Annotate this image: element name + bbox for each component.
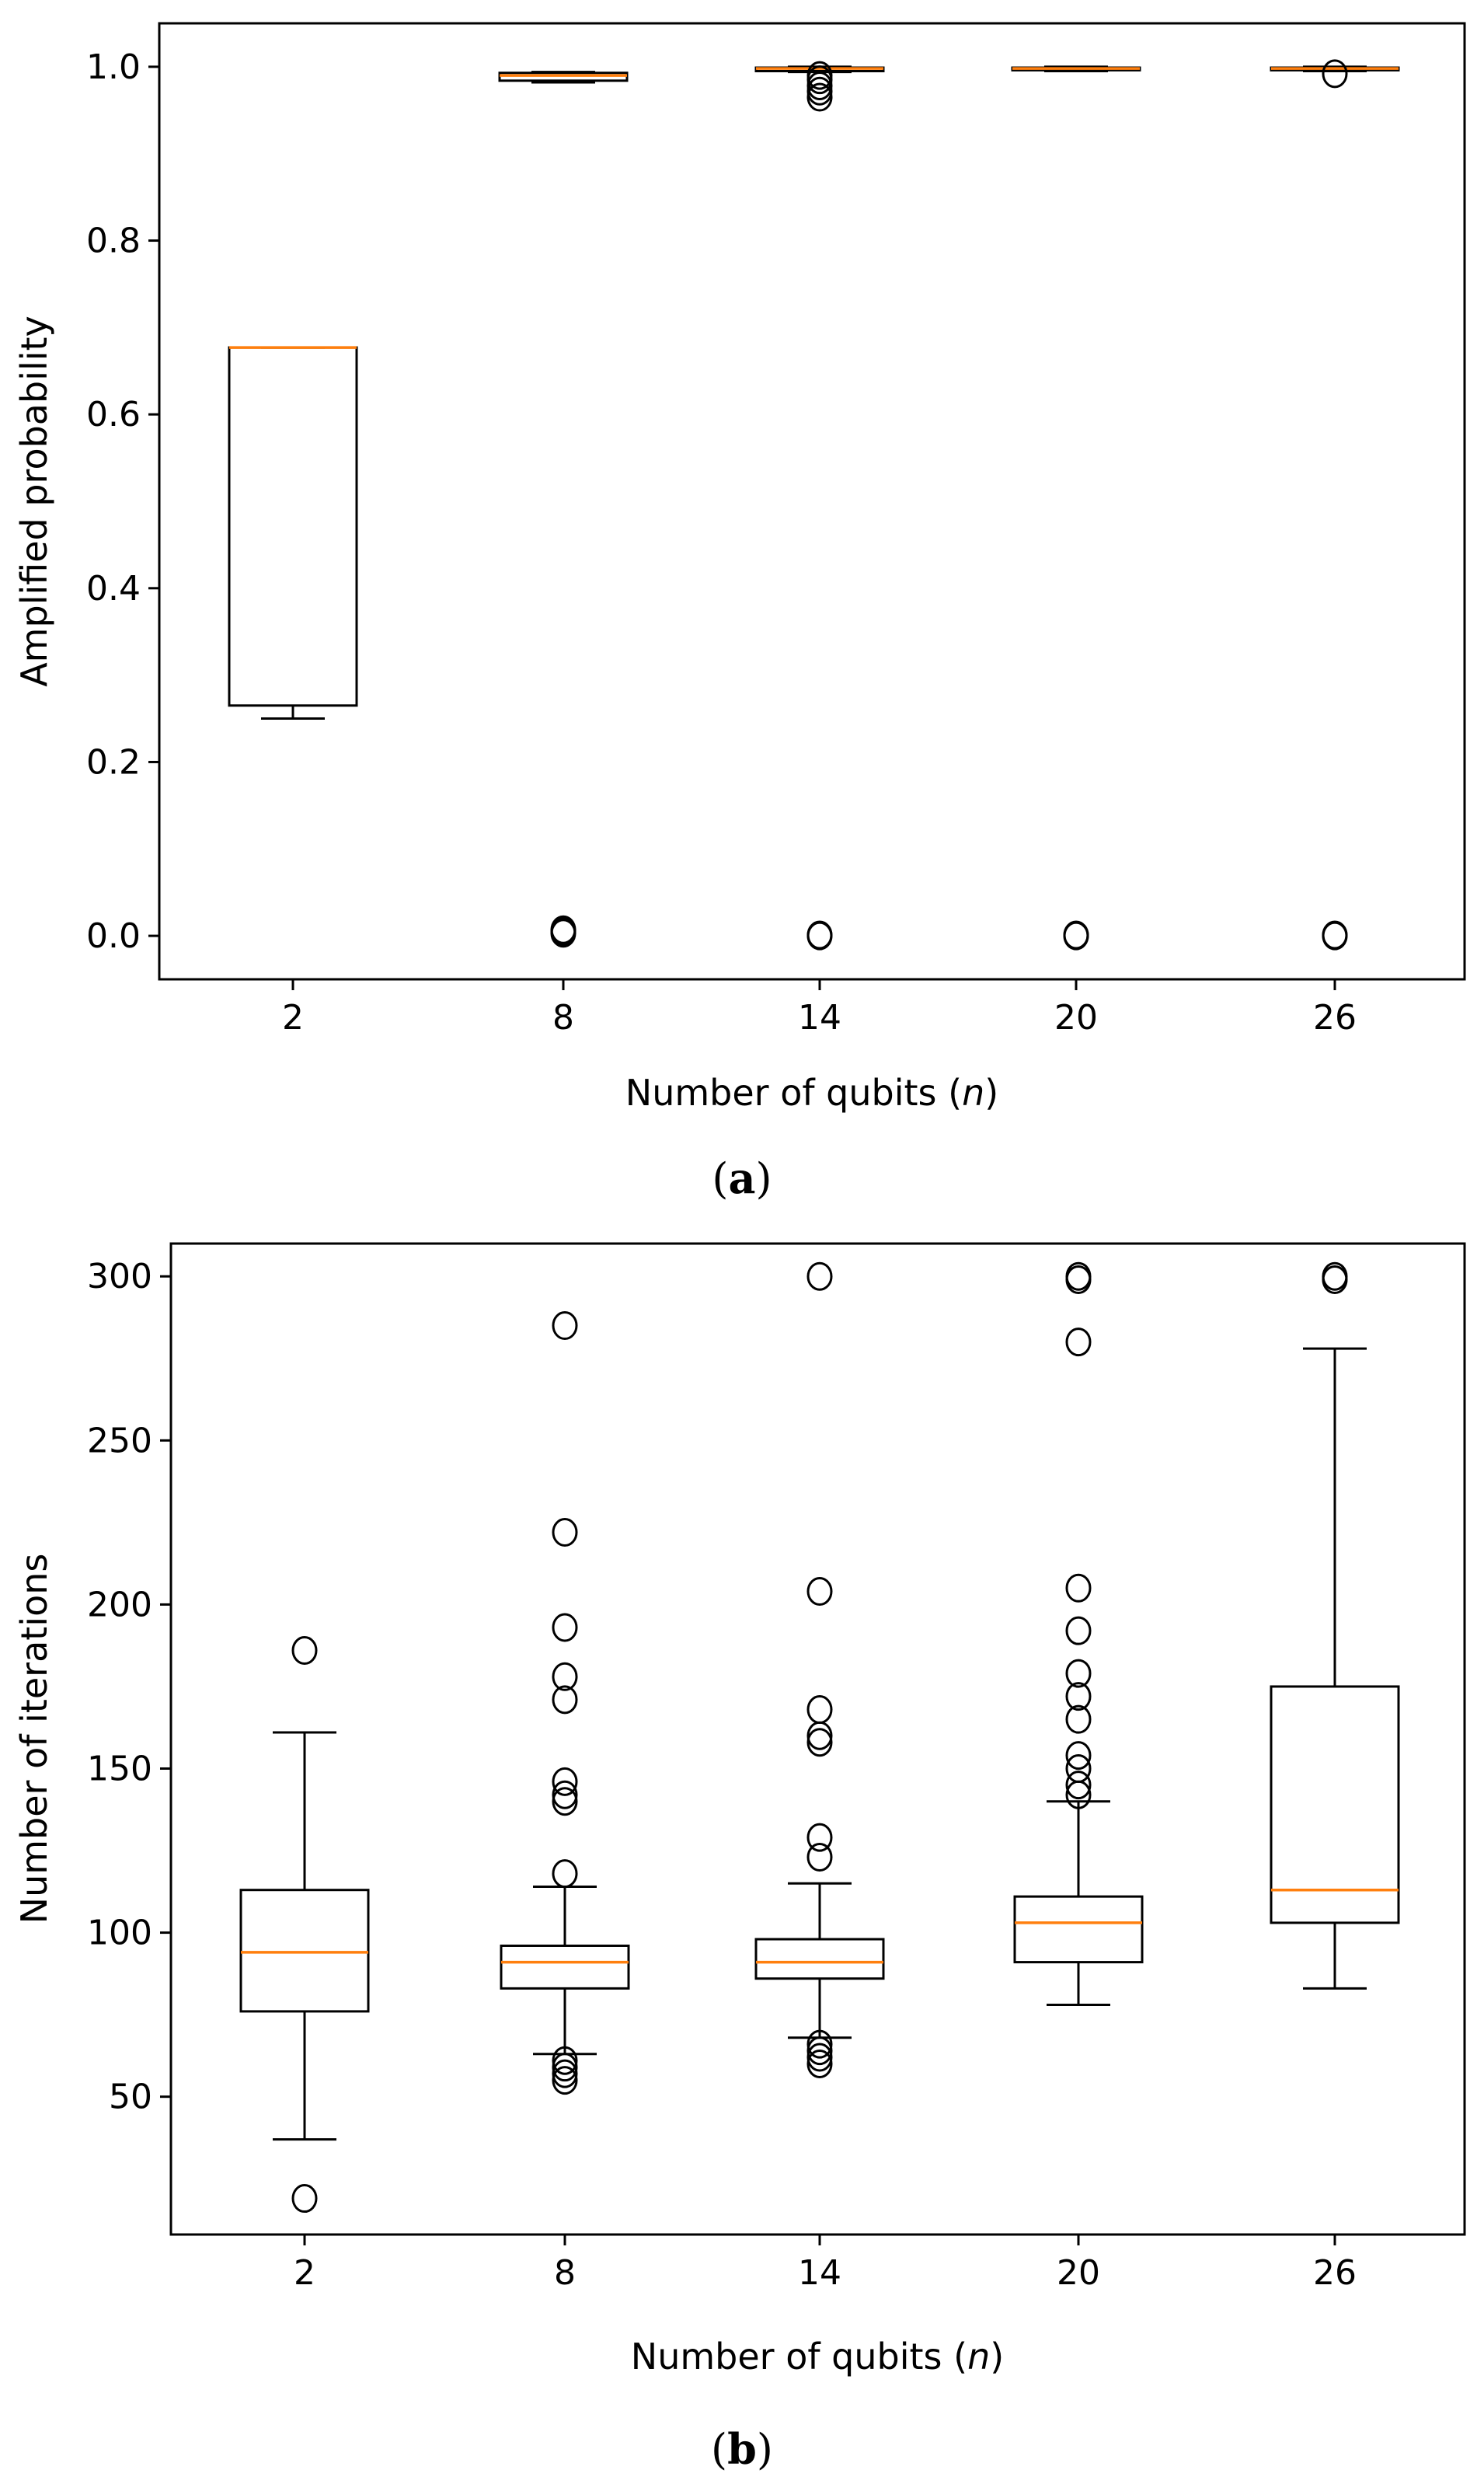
x-axis-label-a: Number of qubits (n)	[625, 1072, 998, 1114]
x-tick-label-a: 20	[1054, 998, 1098, 1038]
outlier-point	[806, 2043, 833, 2072]
outlier-point	[1065, 1771, 1092, 1800]
outlier-point	[806, 1577, 833, 1607]
x-tick-label-b: 8	[554, 2253, 576, 2293]
outlier-point	[552, 1859, 578, 1889]
box-iqr	[1270, 1685, 1400, 1924]
outlier-point	[1065, 1573, 1092, 1603]
outlier-point	[1322, 920, 1348, 950]
y-tick-label-a: 0.0	[86, 916, 141, 956]
outlier-point	[552, 2053, 578, 2082]
boxes-b	[239, 1261, 1400, 2214]
outlier-point	[552, 1767, 578, 1796]
y-tick-label-a: 0.8	[86, 222, 141, 261]
outlier-point	[806, 1823, 833, 1852]
plot-area-b	[169, 1242, 1466, 2236]
outlier-point	[552, 1518, 578, 1547]
outlier-point	[1065, 1659, 1092, 1688]
y-tick-label-b: 50	[109, 2078, 152, 2117]
box-iqr	[1013, 1895, 1144, 1964]
box-a-n8	[498, 71, 629, 948]
x-tick-label-b: 2	[294, 2253, 315, 2293]
outlier-point	[806, 61, 833, 90]
y-tick-label-b: 300	[87, 1257, 152, 1296]
outlier-point	[552, 1613, 578, 1642]
outlier-point	[552, 2059, 578, 2088]
y-axis-a: 0.0 0.2 0.4 0.6 0.8 1.0	[86, 47, 159, 956]
y-tick-label-a: 0.4	[86, 569, 141, 609]
x-axis-label-b: Number of qubits (n)	[631, 2336, 1004, 2378]
outlier-point	[291, 1636, 318, 1666]
outlier-point	[1065, 1327, 1092, 1357]
y-tick-label-b: 100	[87, 1914, 152, 1953]
box-iqr	[239, 1889, 370, 2013]
outlier-point	[552, 1662, 578, 1691]
outlier-point	[1065, 1741, 1092, 1771]
y-axis-b: 50 100 150 200 250 300	[87, 1257, 171, 2117]
outlier-point	[552, 2046, 578, 2075]
y-tick-label-b: 250	[87, 1421, 152, 1460]
boxes-a	[228, 59, 1400, 951]
box-a-n26	[1270, 59, 1400, 951]
panel-b: 50 100 150 200 250 300 2 8 14 20 26 Number of ite…	[13, 1242, 1466, 2474]
panel-a: 0.0 0.2 0.4 0.6 0.8 1.0 2 8 14 20 26 Amplified pr…	[13, 22, 1466, 1203]
box-a-n2	[228, 346, 358, 720]
outlier-point	[806, 1261, 833, 1291]
x-axis-b: 2 8 14 20 26	[294, 2235, 1357, 2293]
outlier-point	[550, 915, 577, 944]
outlier-point	[806, 2036, 833, 2066]
outlier-point	[552, 1311, 578, 1341]
x-tick-label-b: 14	[798, 2253, 841, 2293]
x-tick-label-b: 20	[1057, 2253, 1100, 2293]
x-axis-a: 2 8 14 20 26	[282, 979, 1357, 1038]
caption-a: (a)	[712, 1153, 772, 1203]
y-axis-label-a: Amplified probability	[13, 316, 55, 687]
x-tick-label-a: 14	[798, 998, 841, 1038]
outlier-point	[806, 1721, 833, 1750]
outlier-point	[1322, 59, 1348, 89]
y-tick-label-b: 200	[87, 1585, 152, 1624]
box-iqr	[500, 1944, 630, 1990]
box-b-n26	[1270, 1261, 1400, 1990]
outlier-point	[552, 1685, 578, 1715]
x-tick-label-a: 2	[282, 998, 304, 1038]
outlier-point	[1065, 1753, 1092, 1783]
outlier-point	[291, 2184, 318, 2214]
outlier-point	[806, 1842, 833, 1872]
outlier-point	[1065, 1682, 1092, 1711]
y-tick-label-a: 1.0	[86, 47, 141, 87]
y-tick-label-a: 0.2	[86, 742, 141, 782]
outlier-point	[806, 920, 833, 950]
box-a-n20	[1011, 65, 1141, 951]
y-tick-label-b: 150	[87, 1749, 152, 1788]
box-b-n8	[500, 1311, 630, 2095]
box-b-n20	[1013, 1261, 1144, 2006]
y-tick-label-a: 0.6	[86, 395, 141, 434]
outlier-point	[1063, 920, 1089, 950]
box-b-n14	[754, 1261, 885, 2078]
box-iqr	[754, 1938, 885, 1980]
outlier-point	[806, 2029, 833, 2059]
outlier-point	[806, 76, 833, 106]
outlier-point	[552, 2066, 578, 2095]
outlier-point	[1065, 1704, 1092, 1734]
outlier-point	[1065, 1261, 1092, 1291]
outlier-point	[1322, 1261, 1348, 1291]
outlier-point	[806, 2049, 833, 2078]
x-tick-label-a: 26	[1313, 998, 1357, 1038]
x-tick-label-b: 26	[1313, 2253, 1357, 2293]
box-iqr	[228, 346, 358, 707]
outlier-point	[806, 1728, 833, 1757]
caption-b: (b)	[711, 2424, 773, 2474]
plot-area-a	[158, 22, 1466, 981]
y-axis-label-b: Number of iterations	[13, 1554, 55, 1924]
outlier-point	[552, 1787, 578, 1816]
outlier-point	[806, 1695, 833, 1725]
box-a-n14	[754, 61, 885, 951]
box-b-n2	[239, 1636, 370, 2214]
outlier-point	[1065, 1616, 1092, 1645]
outlier-point	[552, 1780, 578, 1809]
x-tick-label-a: 8	[552, 998, 574, 1038]
